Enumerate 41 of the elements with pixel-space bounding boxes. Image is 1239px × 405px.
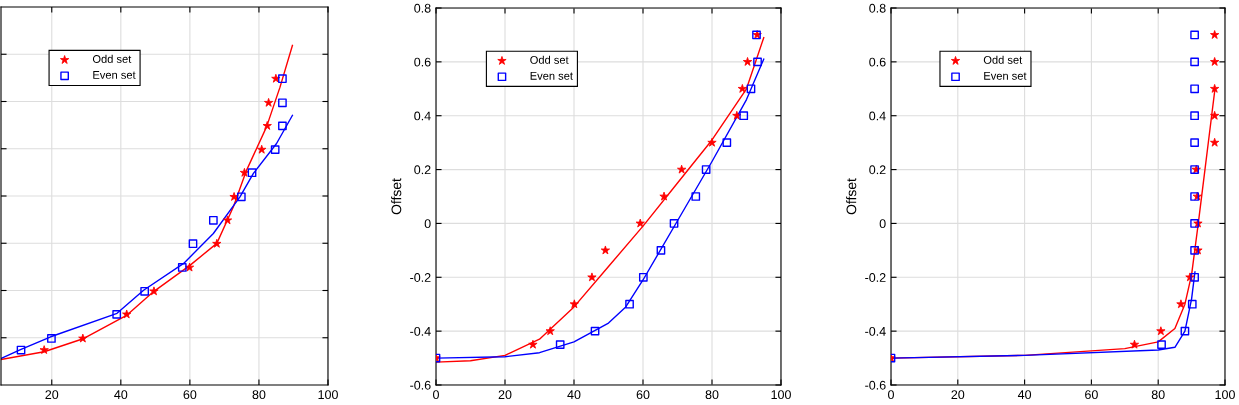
y-tick-label: 0.8 xyxy=(414,3,431,13)
y-tick-label: 0.6 xyxy=(414,57,431,67)
y-tick-label: 0.8 xyxy=(869,3,886,13)
x-tick-label: 20 xyxy=(498,390,512,400)
x-tick-label: 40 xyxy=(114,390,128,400)
y-tick-label: -0.4 xyxy=(410,326,431,336)
y-tick-label: 0.4 xyxy=(414,111,431,121)
y-tick-label: 0 xyxy=(879,219,886,229)
y-tick-label: 0 xyxy=(424,219,431,229)
y-tick-label: -0.6 xyxy=(410,380,431,390)
legend-label: Even set xyxy=(984,72,1027,80)
y-tick-label: 0.6 xyxy=(869,57,886,67)
x-tick-label: 0 xyxy=(888,390,894,400)
y-axis-title: Offset xyxy=(846,178,857,215)
y-tick-label: -0.4 xyxy=(865,326,886,336)
x-tick-label: 80 xyxy=(705,390,719,400)
x-tick-label: 80 xyxy=(1151,390,1165,400)
legend-label: Odd set xyxy=(983,55,1023,64)
x-tick-label: 100 xyxy=(771,390,791,400)
x-tick-label: 0 xyxy=(433,390,439,400)
y-tick-label: -0.2 xyxy=(410,273,431,282)
x-tick-label: 60 xyxy=(1085,390,1098,400)
x-tick-label: 20 xyxy=(951,390,965,400)
x-tick-label: 60 xyxy=(636,390,650,400)
legend-label: Even set xyxy=(93,71,136,79)
legend-label: Even set xyxy=(530,72,573,80)
y-tick-label: -0.6 xyxy=(865,380,886,390)
x-tick-label: 40 xyxy=(1017,390,1032,400)
x-tick-label: 20 xyxy=(45,390,59,400)
x-tick-label: 40 xyxy=(567,390,581,400)
y-tick-label: 0.2 xyxy=(414,165,431,175)
x-tick-label: 100 xyxy=(318,390,338,400)
y-tick-label: 0.2 xyxy=(869,165,886,175)
legend-label: Odd set xyxy=(530,55,569,64)
legend-label: Odd set xyxy=(92,54,132,63)
x-tick-label: 100 xyxy=(1215,390,1235,400)
y-axis-title: Offset xyxy=(391,178,402,215)
x-tick-label: 60 xyxy=(183,390,197,400)
y-tick-label: -0.2 xyxy=(865,273,886,282)
y-tick-label: 0.4 xyxy=(869,111,886,121)
x-tick-label: 80 xyxy=(252,390,266,400)
